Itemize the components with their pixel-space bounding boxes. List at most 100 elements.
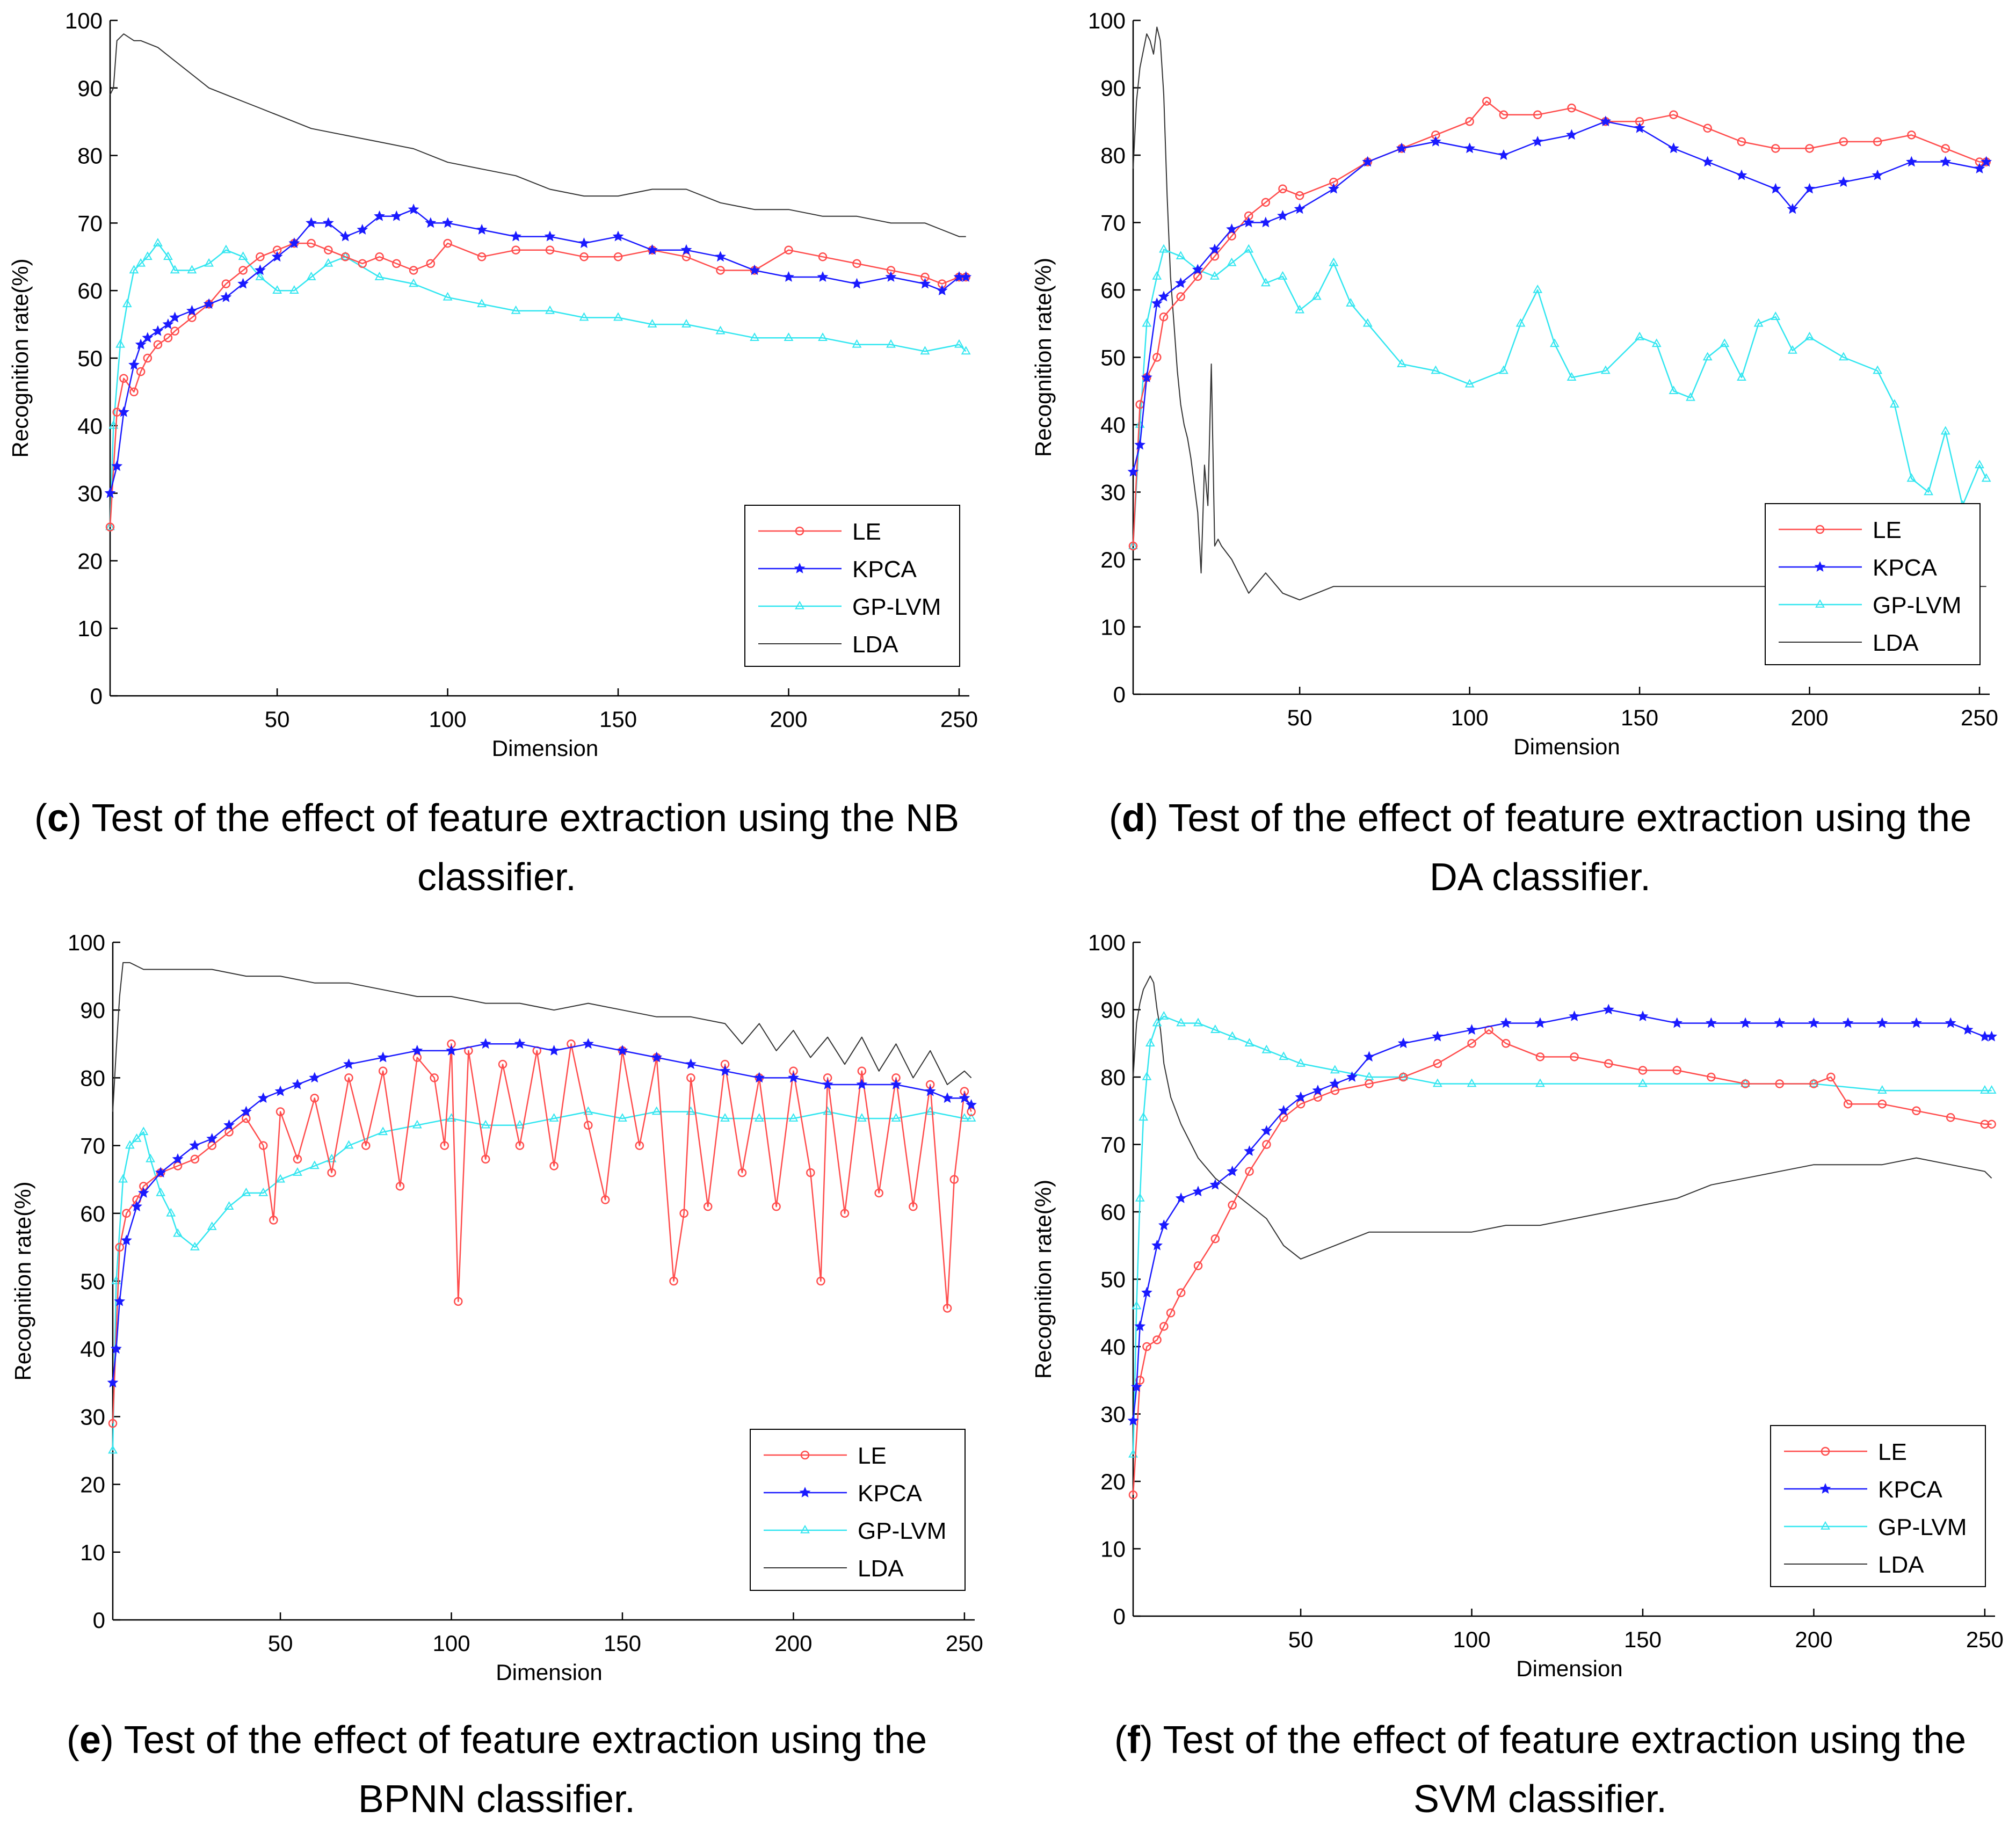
- chart-e-point-gp-lvm: [412, 1119, 422, 1129]
- chart-c-point-gp-lvm: [289, 285, 299, 294]
- chart-d-y-tick-label: 40: [1100, 412, 1126, 438]
- chart-d-point-kpca: [1974, 163, 1985, 173]
- chart-d-legend: LE KPCA GP-LVM LDA: [1765, 503, 1981, 665]
- chart-c-legend-label-lda: LDA: [852, 631, 898, 658]
- chart-e-y-tick-label: 20: [80, 1472, 105, 1497]
- chart-c-legend-label-gp-lvm: GP-LVM: [852, 594, 941, 620]
- chart-e-x-tick-label: 200: [774, 1631, 812, 1656]
- chart-c-point-le: [187, 313, 197, 322]
- chart-d-point-gp-lvm: [1635, 331, 1644, 340]
- chart-f-point-le: [1135, 1376, 1144, 1385]
- chart-c-point-le: [153, 340, 163, 350]
- chart-d-point-kpca: [1532, 135, 1543, 147]
- chart-c-point-gp-lvm: [784, 332, 794, 341]
- chart-f-point-gp-lvm: [1432, 1078, 1442, 1087]
- chart-f-point-gp-lvm: [1979, 1085, 1990, 1094]
- chart-c-point-kpca: [817, 271, 829, 282]
- chart-c-point-kpca: [510, 230, 521, 242]
- chart-e-point-kpca: [343, 1058, 354, 1069]
- chart-d-point-gp-lvm: [1244, 244, 1254, 253]
- chart-f-point-kpca: [1500, 1017, 1512, 1028]
- chart-c-point-kpca: [749, 264, 760, 275]
- chart-f-series-gp-lvm: [1128, 1011, 1997, 1458]
- caption-f-line1: (f) Test of the effect of feature extrac…: [1114, 1719, 1966, 1762]
- chart-c-x-tick-label: 100: [429, 707, 467, 732]
- chart-c-point-le: [613, 252, 623, 261]
- chart-f-point-le: [1912, 1106, 1921, 1115]
- chart-d-point-le: [1771, 144, 1780, 153]
- caption-e-line1: (e) Test of the effect of feature extrac…: [67, 1719, 927, 1762]
- chart-e-point-gp-lvm: [618, 1113, 627, 1122]
- chart-d-point-le: [1465, 117, 1474, 126]
- chart-c-point-kpca: [339, 230, 351, 242]
- chart-d-y-tick-label: 20: [1100, 547, 1126, 572]
- chart-d-point-kpca: [1702, 156, 1714, 167]
- chart-e-point-kpca: [856, 1079, 868, 1089]
- chart-e-point-kpca: [274, 1085, 286, 1096]
- chart-e-point-kpca: [514, 1038, 526, 1049]
- chart-f-point-le: [1313, 1093, 1323, 1102]
- chart-e-point-le: [635, 1141, 644, 1150]
- chart-c-point-gp-lvm: [255, 272, 265, 280]
- chart-f-point-gp-lvm: [1467, 1078, 1477, 1087]
- chart-e-y-tick-label: 10: [80, 1540, 105, 1565]
- chart-d-point-gp-lvm: [1515, 318, 1526, 327]
- chart-c-point-gp-lvm: [105, 521, 115, 530]
- chart-f-point-kpca: [1329, 1078, 1341, 1089]
- chart-f-point-kpca: [1876, 1017, 1888, 1028]
- chart-e-point-le: [772, 1202, 781, 1211]
- chart-d-point-gp-lvm: [1142, 318, 1152, 327]
- chart-c-y-tick-label: 100: [65, 8, 103, 33]
- chart-c-point-le: [784, 245, 793, 255]
- chart-e-point-le: [454, 1297, 463, 1306]
- chart-d-point-kpca: [1770, 183, 1781, 194]
- chart-e-point-le: [909, 1202, 918, 1211]
- chart-f-y-tick-label: 100: [1088, 930, 1126, 955]
- chart-c-point-kpca: [390, 210, 402, 221]
- chart-e-y-tick-label: 50: [80, 1269, 105, 1294]
- chart-d-point-kpca: [1838, 176, 1850, 187]
- chart-c-y-tick-label: 80: [77, 143, 103, 169]
- chart-d-series-lda: [1133, 26, 1986, 601]
- chart-e-point-le: [173, 1161, 183, 1170]
- chart-c-point-gp-lvm: [187, 265, 197, 274]
- chart-d-point-le: [1907, 130, 1916, 140]
- chart-d-y-tick-label: 60: [1100, 278, 1126, 303]
- chart-e-point-le: [816, 1276, 825, 1286]
- chart-f-point-kpca: [1808, 1017, 1819, 1028]
- chart-c-point-kpca: [128, 359, 140, 370]
- chart-e-point-gp-lvm: [146, 1153, 155, 1162]
- chart-e-point-le: [327, 1168, 336, 1177]
- chart-d-point-kpca: [1430, 135, 1441, 147]
- chart-d-point-gp-lvm: [1889, 399, 1899, 408]
- chart-e-y-tick-label: 100: [68, 930, 105, 955]
- chart-d-point-le: [1176, 292, 1185, 301]
- chart-e-legend-marker-kpca: [799, 1487, 811, 1497]
- chart-c-point-gp-lvm: [750, 332, 759, 341]
- chart-d-point-gp-lvm: [1771, 311, 1781, 320]
- chart-f-point-gp-lvm: [1138, 1112, 1149, 1121]
- chart-e-point-gp-lvm: [481, 1119, 491, 1129]
- chart-d-point-gp-lvm: [1152, 271, 1162, 280]
- chart-f-point-le: [1193, 1261, 1203, 1270]
- chart-c-y-tick-label: 40: [77, 413, 103, 439]
- chart-f-y-tick-label: 40: [1100, 1334, 1126, 1359]
- chart-e-point-gp-lvm: [823, 1106, 833, 1115]
- chart-f-point-gp-lvm: [1210, 1024, 1220, 1033]
- chart-e-y-tick-label: 0: [93, 1608, 105, 1633]
- chart-c-point-gp-lvm: [163, 251, 173, 260]
- chart-f-line-lda: [1133, 975, 1992, 1260]
- chart-c-y-tick-label: 10: [77, 616, 103, 641]
- chart-d-point-gp-lvm: [1873, 365, 1883, 374]
- chart-c-point-gp-lvm: [136, 258, 146, 267]
- chart-e-point-kpca: [309, 1072, 321, 1083]
- chart-d-point-gp-lvm: [1549, 338, 1560, 347]
- chart-d-point-le: [1159, 312, 1169, 322]
- chart-f-x-tick-label: 200: [1795, 1627, 1832, 1652]
- chart-d-point-kpca: [1566, 129, 1577, 140]
- chart-e-point-gp-lvm: [378, 1126, 388, 1136]
- chart-f-point-le: [1843, 1099, 1853, 1109]
- chart-f-point-le: [1152, 1335, 1162, 1344]
- chart-f-legend-marker-kpca: [1819, 1483, 1831, 1494]
- chart-d-point-kpca: [1209, 243, 1221, 255]
